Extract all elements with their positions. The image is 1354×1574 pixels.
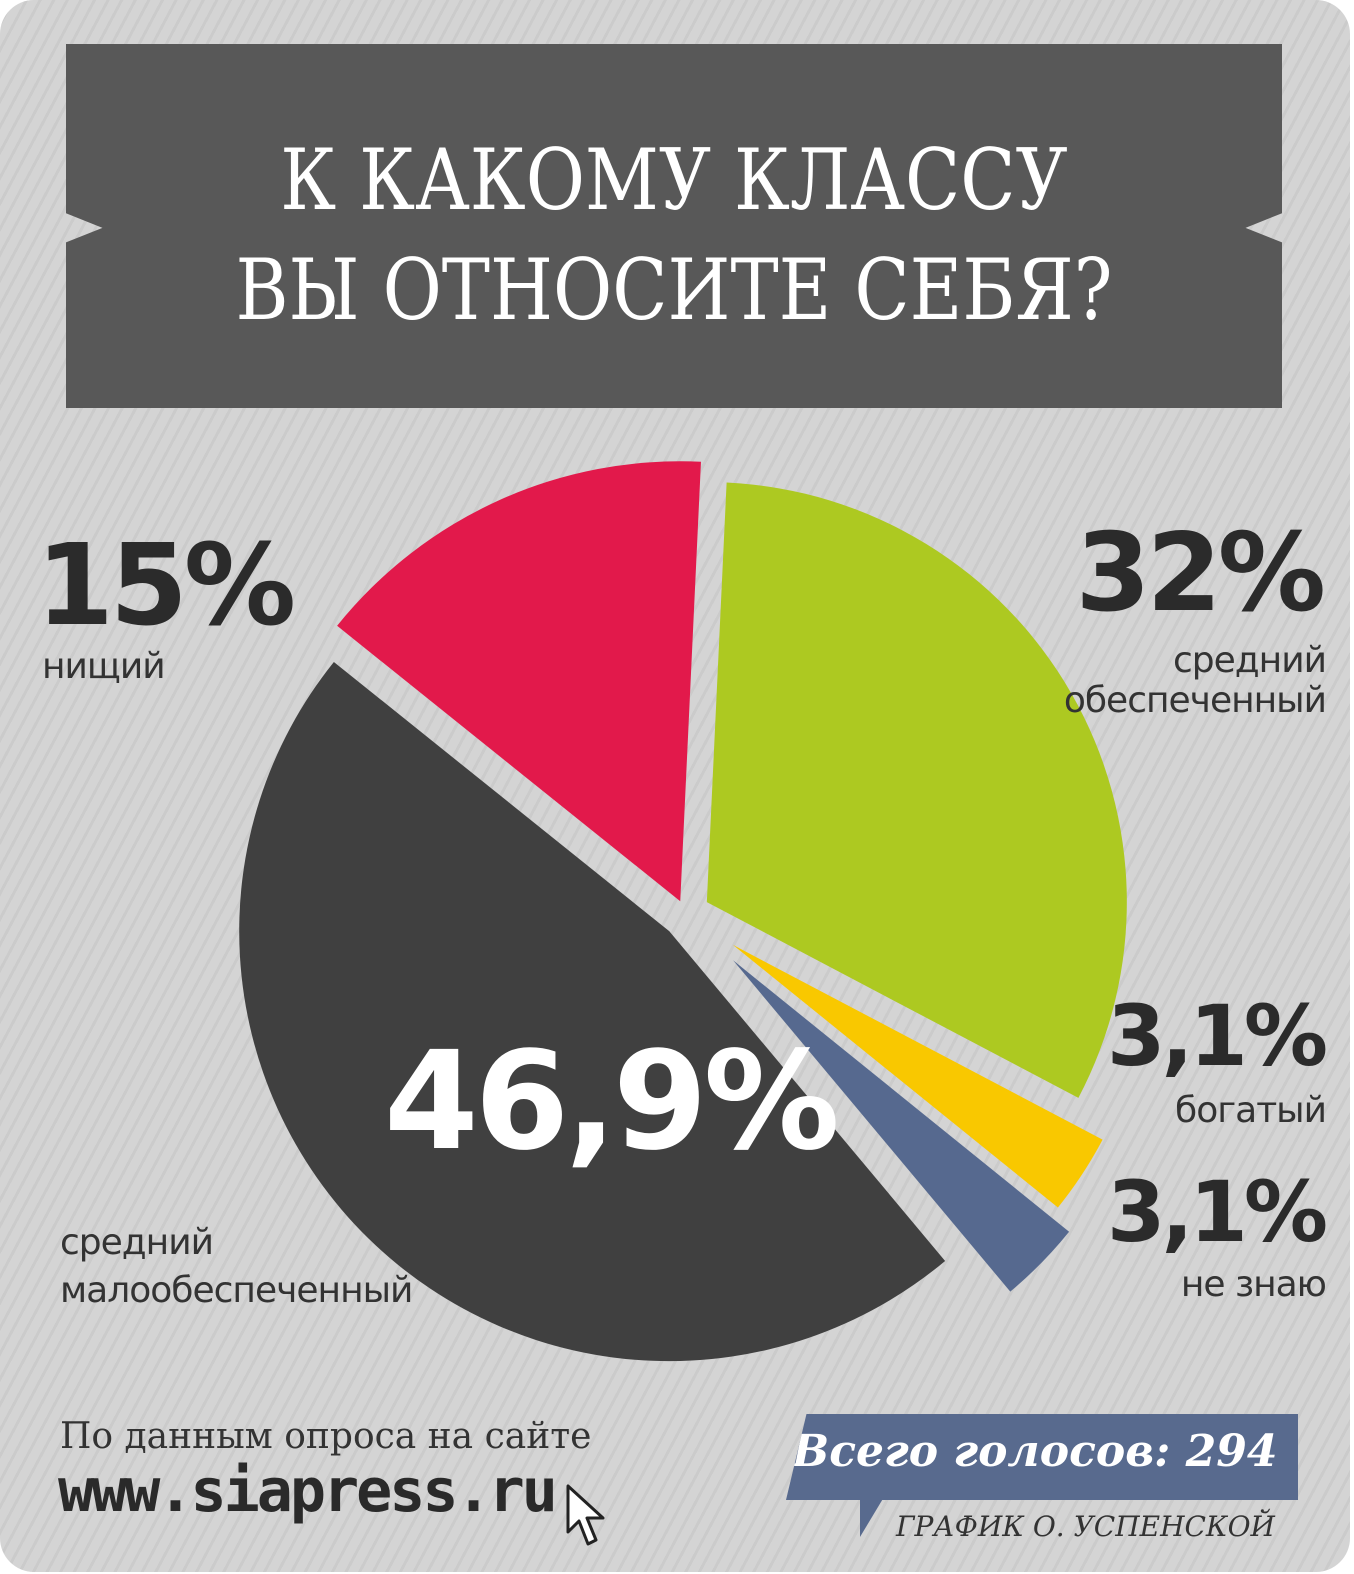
source-url-link[interactable]: www.siapress.ru: [58, 1456, 558, 1526]
pie-slice-dont-know: [733, 960, 1070, 1292]
title-line-2: ВЫ ОТНОСИТЕ СЕБЯ?: [235, 241, 1113, 339]
value-label-middle-affluent: 32%: [1075, 511, 1326, 636]
category-label-middle-low-1: средний: [60, 1222, 214, 1263]
author-credit: ГРАФИК О. УСПЕНСКОЙ: [896, 1510, 1275, 1543]
title-line-1: К КАКОМУ КЛАССУ: [280, 131, 1068, 229]
category-label-middle-affluent-1: средний: [1172, 640, 1327, 681]
category-label-middle-affluent-2: обеспеченный: [1063, 680, 1327, 721]
value-label-rich: 3,1%: [1107, 987, 1328, 1085]
mouse-pointer-icon: [566, 1484, 605, 1546]
pie-slice-middle-low: [239, 661, 946, 1362]
category-label-middle-low-2: малообеспеченный: [60, 1270, 413, 1311]
category-label-rich: богатый: [1175, 1090, 1327, 1131]
title-banner: К КАКОМУ КЛАССУ ВЫ ОТНОСИТЕ СЕБЯ?: [66, 44, 1282, 408]
total-votes-badge: Всего голосов: 294: [786, 1414, 1298, 1500]
pie-slice-middle-affluent: [706, 482, 1127, 1098]
value-label-poor: 15%: [36, 521, 296, 651]
total-votes-label: Всего голосов: 294: [792, 1426, 1278, 1477]
source-caption: По данным опроса на сайте: [60, 1416, 592, 1457]
pie-slice-poor: [337, 461, 701, 902]
category-label-dont-know: не знаю: [1180, 1264, 1327, 1305]
value-label-dont-know: 3,1%: [1107, 1163, 1328, 1261]
category-label-poor: нищий: [42, 646, 166, 687]
pie-slice-rich: [732, 944, 1103, 1208]
value-label-middle-low: 46,9%: [384, 1023, 840, 1181]
